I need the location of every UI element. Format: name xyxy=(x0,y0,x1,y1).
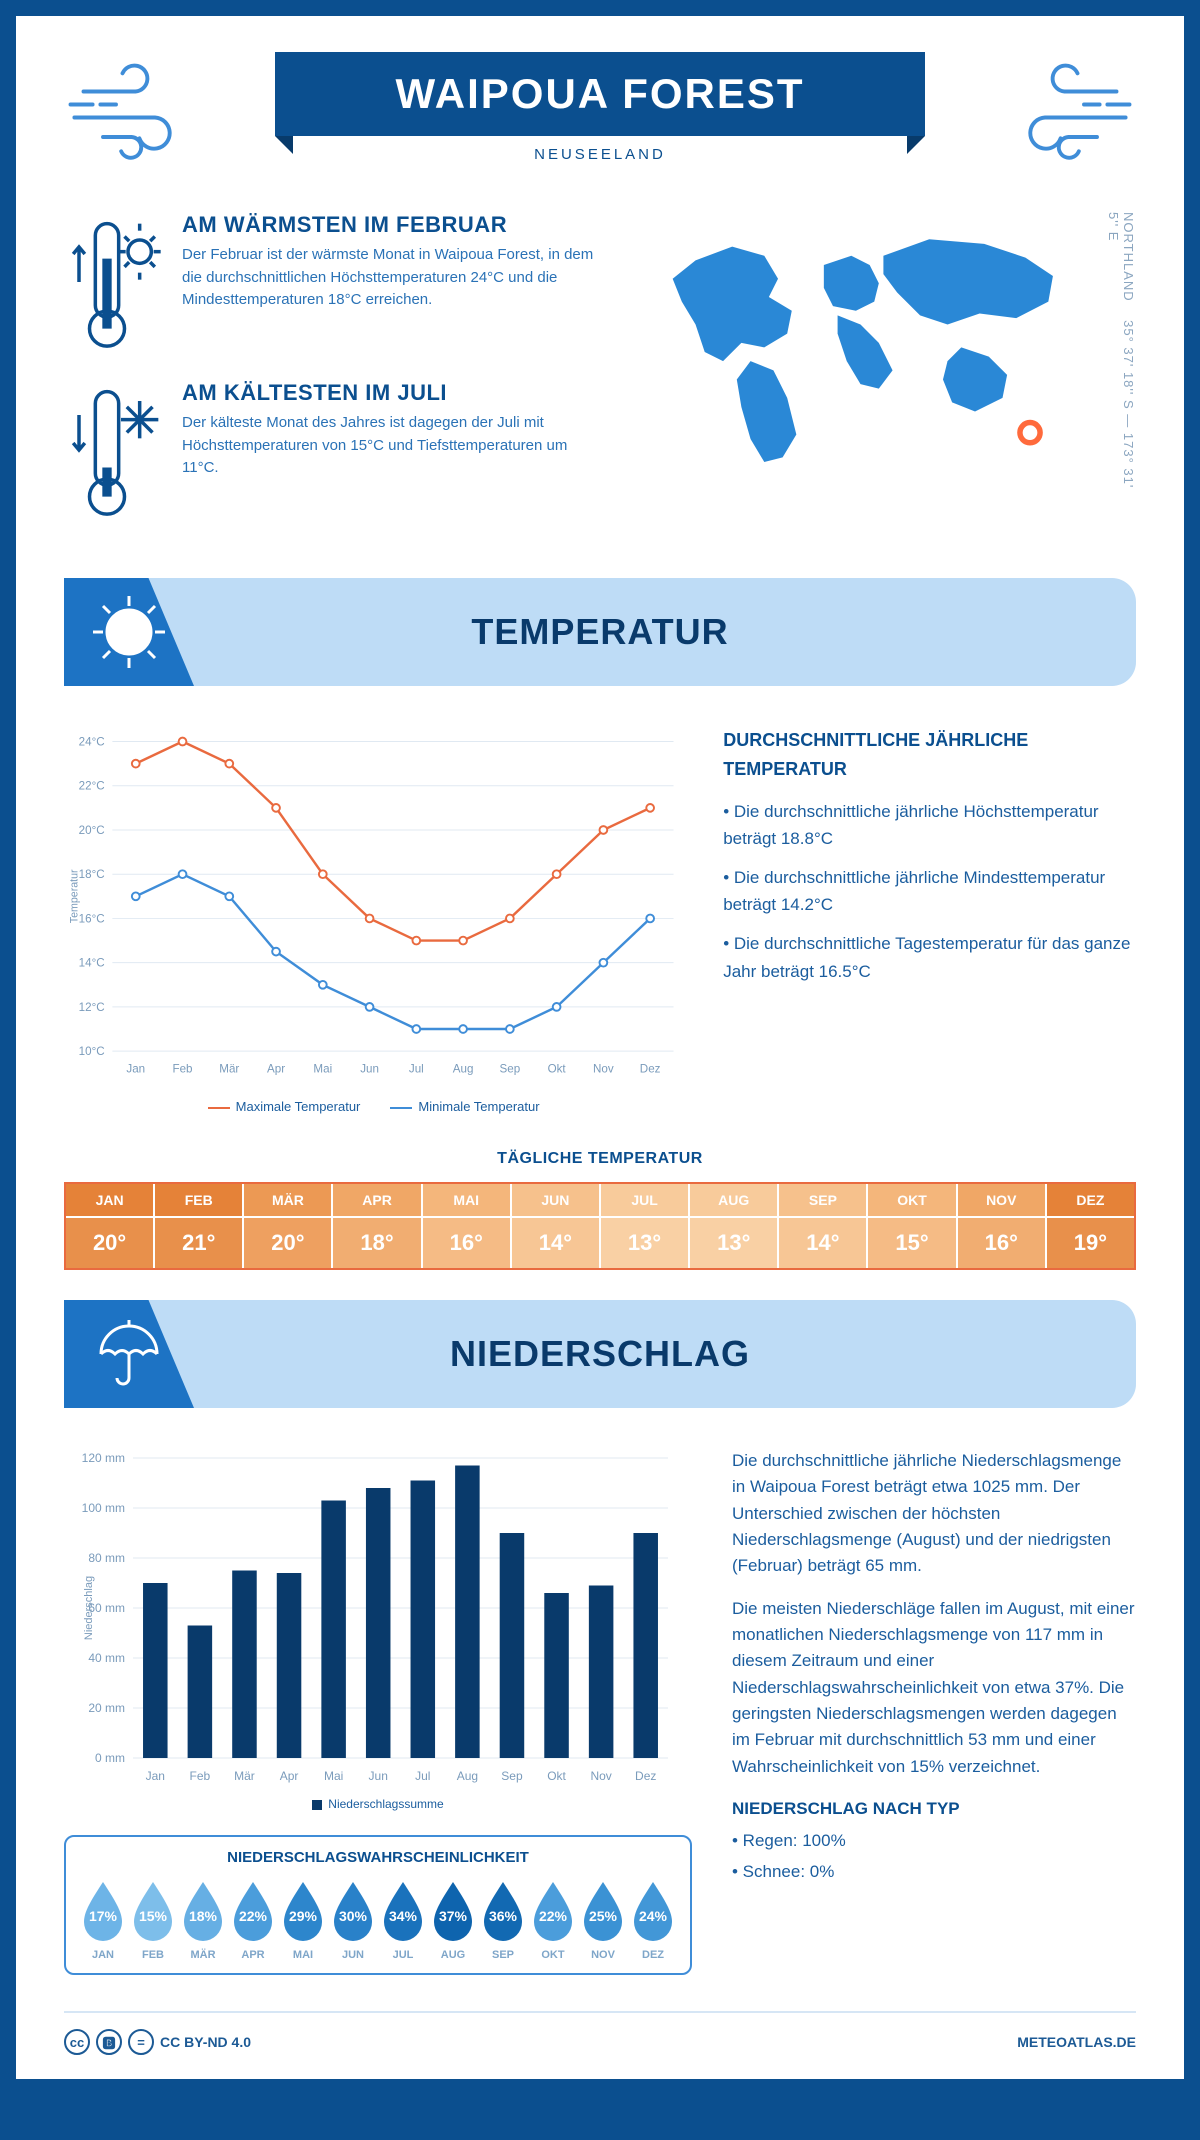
svg-text:Dez: Dez xyxy=(635,1769,656,1783)
svg-text:Niederschlag: Niederschlag xyxy=(83,1576,95,1640)
svg-text:12°C: 12°C xyxy=(79,1001,105,1014)
wind-icon xyxy=(1006,56,1136,166)
svg-text:22°C: 22°C xyxy=(79,780,105,793)
svg-text:100 mm: 100 mm xyxy=(82,1501,125,1515)
svg-text:Nov: Nov xyxy=(593,1062,614,1075)
svg-text:Okt: Okt xyxy=(547,1769,566,1783)
svg-text:10°C: 10°C xyxy=(79,1045,105,1058)
warmest-title: AM WÄRMSTEN IM FEBRUAR xyxy=(182,212,606,238)
svg-text:Apr: Apr xyxy=(267,1062,285,1075)
site-name: METEOATLAS.DE xyxy=(1017,2034,1136,2050)
svg-text:24°C: 24°C xyxy=(79,735,105,748)
svg-text:Sep: Sep xyxy=(501,1769,523,1783)
svg-text:Jan: Jan xyxy=(126,1062,145,1075)
coldest-title: AM KÄLTESTEN IM JULI xyxy=(182,380,606,406)
svg-text:Okt: Okt xyxy=(548,1062,567,1075)
thermometer-cold-icon xyxy=(64,380,164,520)
coldest-block: AM KÄLTESTEN IM JULI Der kälteste Monat … xyxy=(64,380,606,520)
precip-probability-box: NIEDERSCHLAGSWAHRSCHEINLICHKEIT 17%JAN 1… xyxy=(64,1835,692,1975)
temperature-banner: TEMPERATUR xyxy=(64,578,1136,686)
sun-icon xyxy=(89,592,169,672)
legend-min: Minimale Temperatur xyxy=(390,1099,539,1114)
svg-text:Aug: Aug xyxy=(457,1769,478,1783)
svg-text:20 mm: 20 mm xyxy=(88,1701,125,1715)
coordinates: NORTHLAND 35° 37' 18'' S — 173° 31' 5'' … xyxy=(1106,212,1136,492)
bar-legend: Niederschlagssumme xyxy=(64,1797,692,1811)
svg-text:Temperatur: Temperatur xyxy=(69,869,81,923)
svg-text:Jan: Jan xyxy=(146,1769,165,1783)
precipitation-text: Die durchschnittliche jährliche Niedersc… xyxy=(732,1448,1136,1889)
umbrella-icon xyxy=(89,1314,169,1394)
daily-temp-table: JANFEBMÄRAPRMAIJUNJULAUGSEPOKTNOVDEZ20°2… xyxy=(64,1182,1136,1270)
svg-text:Mär: Mär xyxy=(219,1062,239,1075)
svg-text:Apr: Apr xyxy=(280,1769,299,1783)
cc-license: cc 🅱 = CC BY-ND 4.0 xyxy=(64,2029,251,2055)
svg-text:Mär: Mär xyxy=(234,1769,255,1783)
svg-text:40 mm: 40 mm xyxy=(88,1651,125,1665)
thermometer-hot-icon xyxy=(64,212,164,352)
svg-text:Mai: Mai xyxy=(324,1769,343,1783)
svg-text:18°C: 18°C xyxy=(79,868,105,881)
svg-text:Jun: Jun xyxy=(360,1062,379,1075)
daily-temp-title: TÄGLICHE TEMPERATUR xyxy=(64,1150,1136,1168)
svg-text:Sep: Sep xyxy=(500,1062,521,1075)
page-subtitle: NEUSEELAND xyxy=(64,146,1136,163)
svg-text:20°C: 20°C xyxy=(79,824,105,837)
svg-text:Dez: Dez xyxy=(640,1062,661,1075)
svg-text:Jul: Jul xyxy=(409,1062,424,1075)
svg-text:0 mm: 0 mm xyxy=(95,1751,125,1765)
svg-text:Feb: Feb xyxy=(190,1769,211,1783)
svg-text:14°C: 14°C xyxy=(79,957,105,970)
svg-text:Feb: Feb xyxy=(173,1062,193,1075)
svg-text:Aug: Aug xyxy=(453,1062,474,1075)
svg-text:Jun: Jun xyxy=(369,1769,388,1783)
svg-text:120 mm: 120 mm xyxy=(82,1451,125,1465)
temperature-line-chart: 10°C 12°C 14°C 16°C 18°C 20°C 22°C 24°C Temperat… xyxy=(64,726,683,1086)
nd-icon: = xyxy=(128,2029,154,2055)
svg-text:Mai: Mai xyxy=(313,1062,332,1075)
wind-icon xyxy=(64,56,194,166)
page-title: WAIPOUA FOREST xyxy=(275,52,924,136)
warmest-text: Der Februar ist der wärmste Monat in Wai… xyxy=(182,244,606,312)
warmest-block: AM WÄRMSTEN IM FEBRUAR Der Februar ist d… xyxy=(64,212,606,352)
svg-text:16°C: 16°C xyxy=(79,912,105,925)
svg-text:Nov: Nov xyxy=(590,1769,611,1783)
cc-icon: cc xyxy=(64,2029,90,2055)
world-map xyxy=(636,212,1094,492)
temperature-stats: DURCHSCHNITTLICHE JÄHRLICHE TEMPERATUR •… xyxy=(723,726,1136,997)
svg-text:Jul: Jul xyxy=(415,1769,430,1783)
legend-max: Maximale Temperatur xyxy=(208,1099,361,1114)
precipitation-banner: NIEDERSCHLAG xyxy=(64,1300,1136,1408)
header: WAIPOUA FOREST NEUSEELAND xyxy=(64,52,1136,182)
precipitation-bar-chart: 0 mm20 mm40 mm60 mm80 mm100 mm120 mmNied… xyxy=(64,1448,692,1788)
coldest-text: Der kälteste Monat des Jahres ist dagege… xyxy=(182,412,606,480)
footer: cc 🅱 = CC BY-ND 4.0 METEOATLAS.DE xyxy=(64,2011,1136,2055)
svg-text:80 mm: 80 mm xyxy=(88,1551,125,1565)
by-icon: 🅱 xyxy=(96,2029,122,2055)
